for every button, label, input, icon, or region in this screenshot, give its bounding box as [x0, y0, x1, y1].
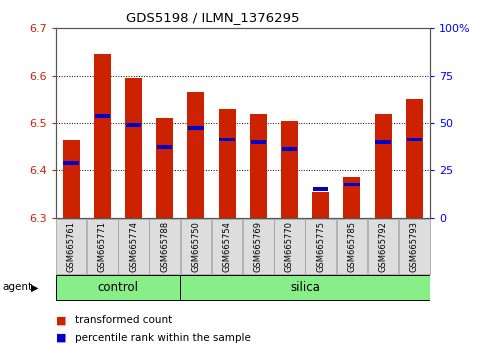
Text: GSM665775: GSM665775 — [316, 221, 325, 272]
FancyBboxPatch shape — [181, 219, 211, 274]
Text: GSM665761: GSM665761 — [67, 221, 76, 272]
Bar — [374, 114, 392, 218]
Bar — [63, 139, 80, 218]
Bar — [157, 145, 172, 149]
FancyBboxPatch shape — [87, 219, 118, 274]
Text: GSM665793: GSM665793 — [410, 221, 419, 272]
FancyBboxPatch shape — [180, 275, 430, 300]
FancyBboxPatch shape — [337, 219, 367, 274]
Text: GSM665770: GSM665770 — [285, 221, 294, 272]
Bar — [343, 177, 360, 218]
Bar — [188, 126, 204, 130]
Bar — [156, 118, 173, 218]
Text: agent: agent — [2, 282, 32, 292]
FancyBboxPatch shape — [243, 219, 273, 274]
Bar — [282, 147, 297, 151]
Bar — [407, 138, 422, 142]
Text: ▶: ▶ — [31, 282, 39, 292]
Text: control: control — [98, 281, 139, 294]
FancyBboxPatch shape — [305, 219, 336, 274]
Text: GSM665792: GSM665792 — [379, 221, 387, 272]
Bar — [94, 55, 111, 218]
Text: GSM665771: GSM665771 — [98, 221, 107, 272]
FancyBboxPatch shape — [399, 219, 429, 274]
FancyBboxPatch shape — [149, 219, 180, 274]
Text: GSM665774: GSM665774 — [129, 221, 138, 272]
FancyBboxPatch shape — [56, 275, 180, 300]
Bar — [312, 192, 329, 218]
Text: GSM665785: GSM665785 — [347, 221, 356, 272]
Text: percentile rank within the sample: percentile rank within the sample — [75, 333, 251, 343]
Text: ■: ■ — [56, 333, 66, 343]
FancyBboxPatch shape — [274, 219, 305, 274]
Bar — [313, 187, 328, 191]
Bar — [63, 161, 79, 165]
Text: GSM665769: GSM665769 — [254, 221, 263, 272]
Bar — [251, 140, 266, 144]
Text: silica: silica — [290, 281, 320, 294]
FancyBboxPatch shape — [56, 219, 86, 274]
Text: GDS5198 / ILMN_1376295: GDS5198 / ILMN_1376295 — [126, 11, 299, 24]
Text: GSM665788: GSM665788 — [160, 221, 169, 272]
Bar — [125, 78, 142, 218]
Bar — [95, 114, 110, 118]
Bar — [344, 183, 360, 187]
Text: GSM665750: GSM665750 — [191, 221, 200, 272]
FancyBboxPatch shape — [368, 219, 398, 274]
Bar — [219, 138, 235, 142]
Text: ■: ■ — [56, 315, 66, 325]
Bar — [281, 121, 298, 218]
Text: transformed count: transformed count — [75, 315, 172, 325]
FancyBboxPatch shape — [212, 219, 242, 274]
Bar — [406, 99, 423, 218]
Bar — [126, 124, 141, 127]
FancyBboxPatch shape — [118, 219, 149, 274]
Bar — [218, 109, 236, 218]
Bar — [187, 92, 204, 218]
Text: GSM665754: GSM665754 — [223, 221, 232, 272]
Bar — [375, 140, 391, 144]
Bar — [250, 114, 267, 218]
